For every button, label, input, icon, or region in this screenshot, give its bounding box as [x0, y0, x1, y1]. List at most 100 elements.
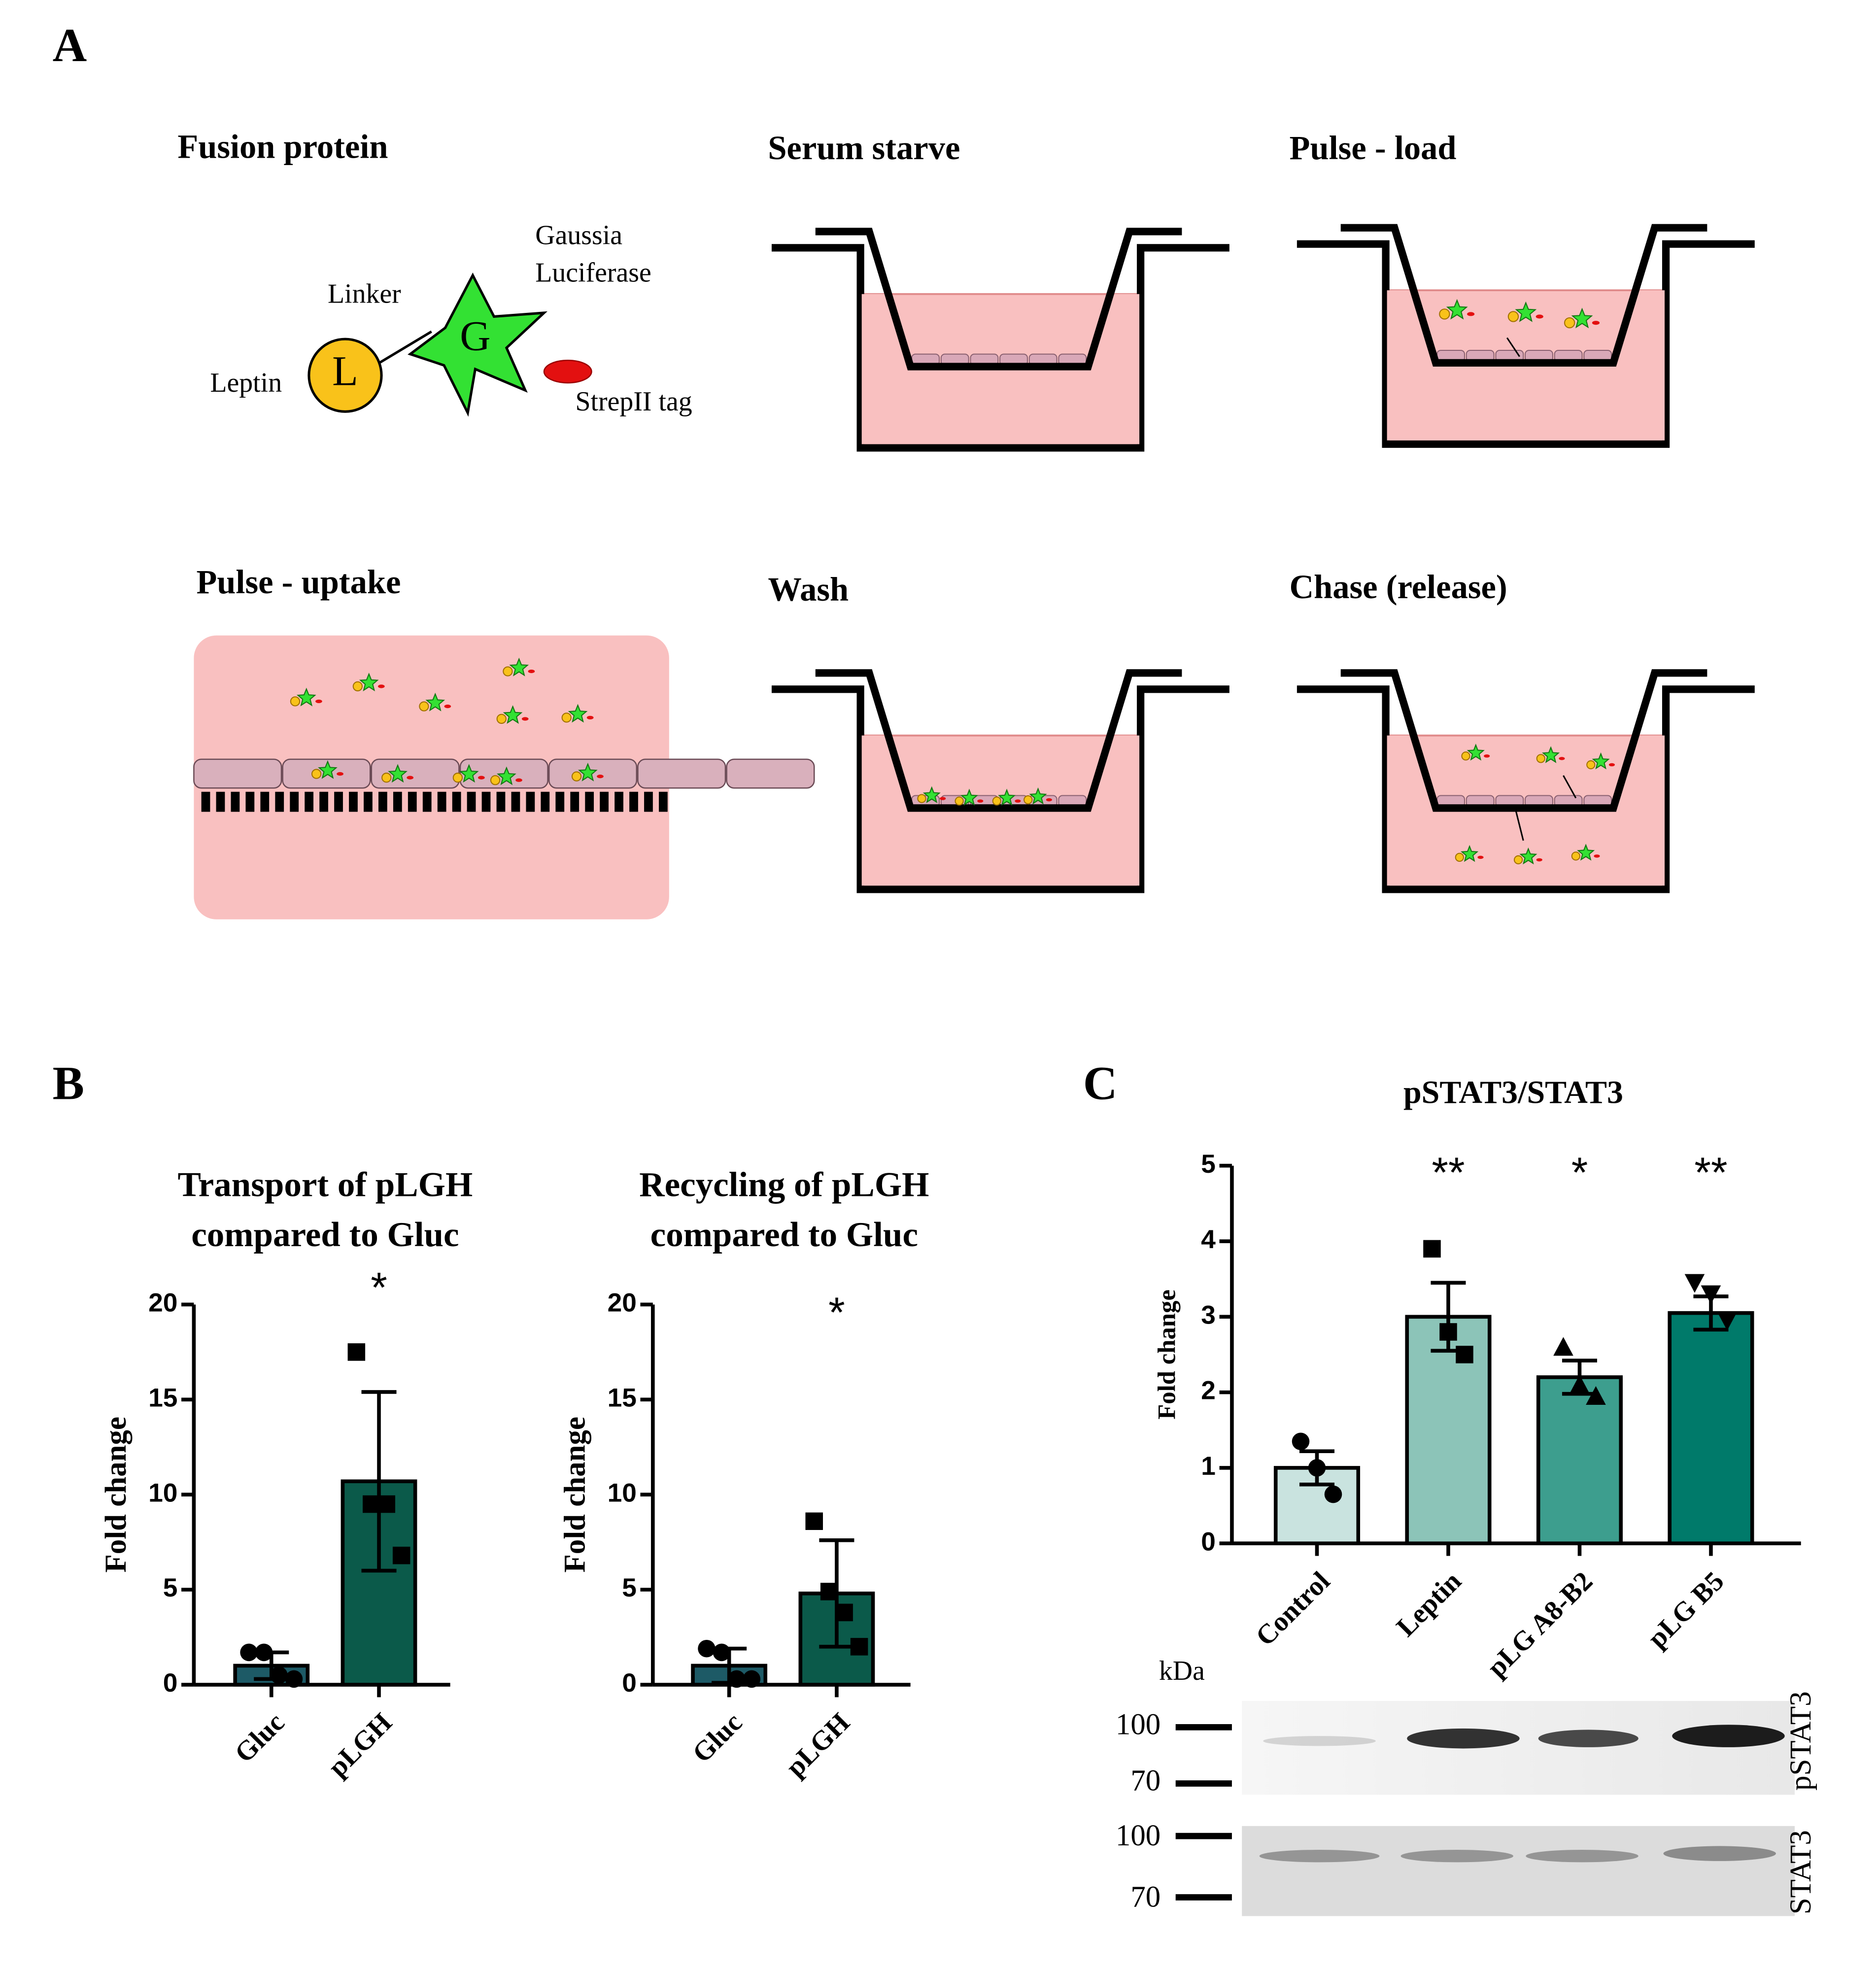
y-axis-label: Fold change — [1153, 1290, 1181, 1420]
membrane-pore — [511, 791, 520, 812]
icon — [1029, 787, 1047, 805]
icon — [452, 773, 463, 783]
icon — [1446, 299, 1468, 320]
y-tick-label: 15 — [608, 1383, 637, 1412]
icon — [1592, 321, 1600, 325]
membrane-pore — [614, 791, 623, 812]
icon — [1015, 799, 1021, 803]
membrane-pore — [644, 791, 653, 812]
blot — [1242, 1701, 1795, 1795]
label: Leptin — [210, 368, 282, 398]
x-tick-label: pLG A8-B2 — [1481, 1566, 1599, 1683]
icon — [359, 673, 379, 692]
icon — [521, 717, 529, 721]
membrane-pore — [467, 791, 476, 812]
icon — [940, 797, 946, 800]
membrane-pore — [585, 791, 594, 812]
membrane-pore — [231, 791, 240, 812]
x-tick-label: Gluc — [229, 1707, 290, 1768]
icon — [578, 762, 598, 781]
blot — [1242, 1826, 1795, 1916]
icon — [1564, 317, 1575, 329]
panel-label: B — [53, 1057, 84, 1110]
icon — [509, 657, 529, 677]
label: Luciferase — [535, 257, 651, 288]
blot-label: STAT3 — [1784, 1830, 1817, 1914]
chart-title: compared to Gluc — [650, 1216, 918, 1254]
icon — [571, 771, 582, 781]
icon — [315, 699, 322, 704]
bands — [1259, 1725, 1785, 1863]
icon — [960, 788, 978, 806]
icon — [1467, 312, 1475, 316]
icon — [290, 696, 301, 707]
icon — [561, 713, 572, 723]
icon — [1519, 847, 1537, 865]
cell — [726, 758, 815, 789]
icon — [1461, 751, 1470, 761]
icon — [1461, 845, 1479, 862]
membrane-pore — [201, 791, 210, 812]
membrane-pore — [378, 791, 387, 812]
data-point — [255, 1643, 273, 1662]
x-tick-label: pLGH — [780, 1707, 856, 1783]
icon — [1023, 795, 1033, 805]
membrane-pore — [364, 791, 373, 812]
insert — [1340, 669, 1707, 812]
step-title: Serum starve — [768, 129, 960, 167]
data-point — [240, 1643, 258, 1662]
y-tick-label: 0 — [622, 1668, 637, 1698]
arrow — [1515, 810, 1524, 841]
membrane-pore — [526, 791, 535, 812]
icon — [496, 713, 507, 724]
icon — [1513, 855, 1523, 865]
membrane-pore — [334, 791, 343, 812]
icon — [503, 705, 523, 724]
luciferase-domain — [408, 272, 548, 417]
y-tick-label: 5 — [163, 1573, 178, 1602]
icon — [503, 666, 513, 677]
data-point — [1423, 1240, 1441, 1258]
data-point — [850, 1638, 868, 1656]
data-point — [270, 1666, 288, 1684]
icon — [515, 778, 522, 782]
data-point — [1717, 1312, 1738, 1331]
data-point — [1456, 1346, 1473, 1363]
icon — [917, 794, 926, 803]
bar — [1536, 1375, 1623, 1546]
step-title: Pulse - load — [1290, 129, 1457, 167]
icon — [1536, 754, 1545, 763]
label: Gaussia — [535, 220, 622, 250]
chart-title: compared to Gluc — [191, 1216, 459, 1254]
y-tick-label: 10 — [148, 1478, 177, 1507]
data-point — [728, 1670, 746, 1688]
data-point — [820, 1583, 838, 1600]
icon — [425, 692, 445, 712]
icon — [497, 766, 516, 785]
icon — [977, 799, 984, 803]
membrane-pore — [319, 791, 328, 812]
insert — [815, 669, 1182, 812]
ladder-label: 100 — [1116, 1708, 1160, 1741]
y-tick-label: 0 — [163, 1668, 178, 1698]
panel-label: C — [1083, 1057, 1118, 1110]
chart-title: Transport of pLGH — [178, 1166, 473, 1204]
bar — [1405, 1315, 1492, 1546]
icon — [568, 704, 588, 723]
icon — [1484, 754, 1490, 758]
y-tick-label: 5 — [622, 1573, 637, 1602]
icon — [1592, 752, 1610, 770]
ladder-label: 100 — [1116, 1819, 1160, 1852]
data-point — [1684, 1274, 1705, 1293]
ladder-label: 70 — [1130, 1764, 1160, 1797]
icon — [318, 760, 338, 779]
step-title: Pulse - uptake — [196, 563, 401, 601]
cell — [193, 758, 282, 789]
y-tick-label: 20 — [148, 1289, 177, 1318]
insert — [815, 228, 1182, 371]
icon — [1542, 746, 1560, 763]
data-point — [743, 1670, 761, 1688]
icon — [597, 775, 604, 779]
membrane-pore — [481, 791, 491, 812]
icon — [998, 788, 1016, 806]
